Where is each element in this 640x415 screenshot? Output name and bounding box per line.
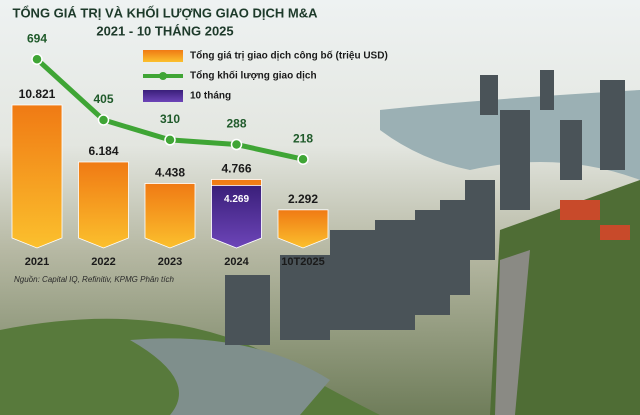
legend-swatch — [159, 72, 167, 80]
point-label: 694 — [27, 31, 47, 45]
value-label: 10.821 — [19, 87, 56, 101]
point-label: 218 — [293, 131, 313, 145]
bar — [144, 183, 196, 249]
x-tick-label: 2024 — [224, 256, 249, 268]
value-label: 4.766 — [221, 162, 251, 176]
chart-subtitle: 2021 - 10 THÁNG 2025 — [96, 23, 233, 38]
legend-swatch — [143, 90, 183, 102]
line-point — [164, 134, 176, 146]
x-tick-label: 2023 — [158, 256, 182, 268]
x-tick-label: 2021 — [25, 256, 49, 268]
legend-swatch — [143, 50, 183, 62]
x-tick-label: 2022 — [91, 256, 115, 268]
legend-label: Tổng khối lượng giao dịch — [190, 70, 317, 82]
point-label: 310 — [160, 112, 180, 126]
bar — [11, 104, 63, 249]
bar — [277, 209, 329, 249]
line-point — [31, 53, 43, 66]
x-tick-label: 10T2025 — [281, 256, 324, 268]
bar — [78, 161, 129, 249]
value-label: 4.269 — [224, 194, 249, 205]
legend-label: Tổng giá trị giao dịch công bố (triệu US… — [190, 50, 388, 62]
legend-label: 10 tháng — [190, 91, 231, 102]
line-point — [230, 138, 243, 151]
value-label: 4.438 — [155, 166, 185, 180]
chart-title: TỔNG GIÁ TRỊ VÀ KHỐI LƯỢNG GIAO DỊCH M&A — [13, 5, 319, 20]
point-label: 405 — [93, 92, 113, 106]
line-point — [297, 153, 309, 165]
bar — [211, 185, 262, 249]
point-label: 288 — [226, 117, 246, 131]
source-note: Nguồn: Capital IQ, Refinitiv, KPMG Phân … — [14, 275, 174, 284]
line-point — [97, 114, 110, 126]
value-label: 6.184 — [88, 144, 118, 158]
value-label: 2.292 — [288, 192, 318, 206]
